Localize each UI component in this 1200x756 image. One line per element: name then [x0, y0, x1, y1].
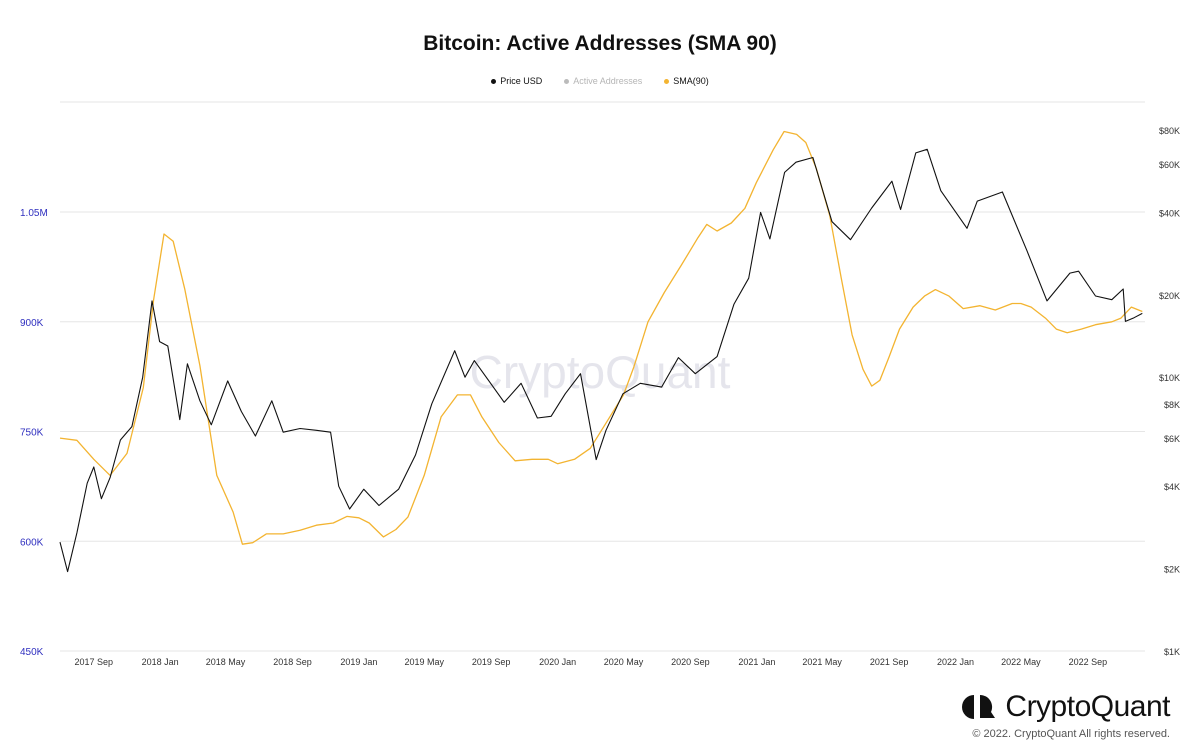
x-tick-label: 2022 May: [1001, 657, 1041, 667]
legend-dot-active-addresses: [564, 78, 570, 84]
watermark: CryptoQuant: [470, 346, 731, 398]
chart-plot: CryptoQuant 450K 600K 750K 900K 1.05M $1K $2K…: [20, 101, 1180, 667]
x-axis: 2017 Sep 2018 Jan 2018 May 2018 Sep 2019 Jan…: [74, 657, 1107, 667]
brand-name: CryptoQuant: [1005, 690, 1170, 723]
legend-label-sma: SMA(90): [673, 76, 709, 86]
right-tick-label: $6K: [1164, 434, 1180, 444]
left-tick-label: 600K: [20, 537, 44, 548]
right-tick-label: $1K: [1164, 647, 1180, 657]
chart-legend: Price USD Active Addresses SMA(90): [0, 76, 1200, 86]
right-axis: $1K $2K $4K $6K $8K $10K $20K $40K $60K $80K: [1159, 126, 1180, 657]
legend-dot-sma: [664, 78, 670, 84]
right-tick-label: $4K: [1164, 482, 1180, 492]
left-tick-label: 450K: [20, 647, 44, 658]
right-tick-label: $20K: [1159, 291, 1180, 301]
right-tick-label: $8K: [1164, 400, 1180, 410]
x-tick-label: 2022 Sep: [1069, 657, 1108, 667]
x-tick-label: 2020 Sep: [671, 657, 710, 667]
x-tick-label: 2020 Jan: [539, 657, 576, 667]
x-tick-label: 2021 May: [802, 657, 842, 667]
legend-label-price: Price USD: [500, 76, 543, 86]
left-tick-label: 1.05M: [20, 208, 48, 219]
grid-lines: [60, 101, 1145, 652]
x-tick-label: 2019 Jan: [340, 657, 377, 667]
left-axis: 450K 600K 750K 900K 1.05M: [20, 208, 48, 658]
x-tick-label: 2018 Sep: [273, 657, 312, 667]
legend-item-price[interactable]: Price USD: [491, 76, 542, 86]
left-tick-label: 750K: [20, 428, 44, 439]
x-tick-label: 2021 Sep: [870, 657, 909, 667]
x-tick-label: 2017 Sep: [74, 657, 113, 667]
brand-logo: CryptoQuant: [961, 690, 1170, 724]
right-tick-label: $80K: [1159, 126, 1180, 136]
legend-item-active-addresses[interactable]: Active Addresses: [564, 76, 642, 86]
series-line-sma-90: [59, 130, 1143, 545]
right-tick-label: $40K: [1159, 208, 1180, 218]
x-tick-label: 2020 May: [604, 657, 644, 667]
right-tick-label: $2K: [1164, 565, 1180, 575]
x-tick-label: 2018 Jan: [142, 657, 179, 667]
right-tick-label: $60K: [1159, 160, 1180, 170]
chart-title: Bitcoin: Active Addresses (SMA 90): [423, 32, 777, 55]
copyright-text: © 2022. CryptoQuant All rights reserved.: [972, 728, 1170, 740]
legend-dot-price: [491, 78, 497, 84]
x-tick-label: 2019 May: [404, 657, 444, 667]
legend-label-active-addresses: Active Addresses: [573, 76, 643, 86]
series-group: [59, 130, 1143, 573]
right-tick-label: $10K: [1159, 373, 1180, 383]
legend-item-sma[interactable]: SMA(90): [664, 76, 709, 86]
cryptoquant-logo-icon: [962, 694, 996, 719]
x-tick-label: 2022 Jan: [937, 657, 974, 667]
series-line-price-usd: [59, 148, 1143, 573]
x-tick-label: 2021 Jan: [738, 657, 775, 667]
x-tick-label: 2019 Sep: [472, 657, 511, 667]
left-tick-label: 900K: [20, 318, 44, 329]
x-tick-label: 2018 May: [206, 657, 246, 667]
